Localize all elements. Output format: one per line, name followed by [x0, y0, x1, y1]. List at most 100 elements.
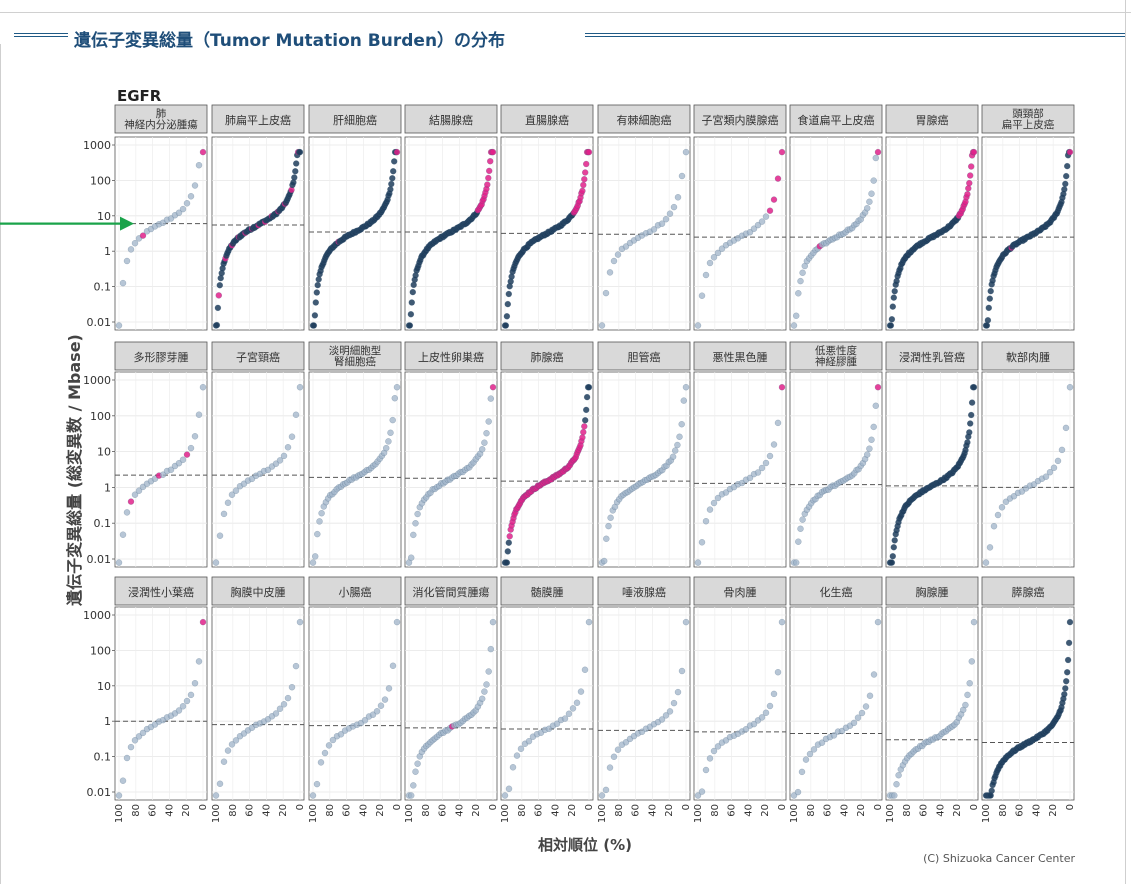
x-tick-label: 80	[325, 804, 336, 817]
data-point	[381, 696, 389, 703]
x-tick-label: 0	[777, 804, 788, 810]
data-point	[175, 209, 183, 217]
data-point	[389, 662, 397, 670]
facet-label: 胃腺癌	[916, 113, 949, 127]
data-point	[863, 451, 871, 458]
data-point	[288, 683, 296, 691]
data-point	[127, 498, 135, 505]
data-point	[569, 705, 577, 712]
y-tick-label: 100	[90, 174, 111, 187]
data-point	[313, 780, 321, 788]
data-point	[790, 322, 798, 329]
data-point	[610, 753, 618, 761]
data-point	[598, 792, 606, 799]
data-point	[581, 175, 588, 183]
data-point	[698, 539, 706, 546]
data-point	[280, 452, 288, 460]
data-point	[191, 182, 199, 189]
data-point	[792, 312, 800, 320]
data-point	[224, 499, 232, 507]
data-point	[662, 712, 670, 719]
data-point	[517, 745, 525, 753]
data-point	[766, 702, 774, 710]
top-border	[0, 12, 1131, 13]
data-point	[614, 746, 622, 753]
data-point	[887, 322, 895, 329]
facet-strip	[789, 104, 883, 134]
data-point	[509, 764, 517, 771]
data-point	[967, 163, 975, 170]
data-point	[964, 439, 971, 446]
data-point	[968, 399, 976, 406]
data-point	[966, 429, 973, 436]
x-tick-label: 40	[1031, 804, 1042, 817]
data-point	[1062, 677, 1070, 685]
data-point	[387, 186, 394, 193]
data-point	[670, 203, 678, 211]
facet-strip	[308, 341, 402, 371]
data-point	[316, 518, 323, 525]
data-point	[895, 771, 902, 779]
data-point	[868, 436, 875, 444]
facet-strip	[597, 576, 691, 606]
data-point	[407, 554, 415, 561]
facet-strip	[693, 576, 787, 606]
data-point	[240, 480, 248, 488]
data-point	[770, 441, 778, 448]
data-point	[610, 257, 618, 265]
data-point	[758, 464, 766, 472]
x-tick-label: 60	[342, 804, 353, 817]
data-point	[485, 174, 492, 182]
data-point	[671, 447, 679, 454]
x-tick-label: 80	[710, 804, 721, 817]
data-point	[968, 658, 976, 665]
x-tick-label: 20	[856, 804, 867, 817]
data-point	[1062, 424, 1070, 432]
data-point	[862, 703, 870, 710]
data-point	[393, 383, 401, 391]
data-point	[854, 714, 862, 721]
data-point	[1063, 162, 1071, 170]
data-point	[329, 736, 337, 744]
data-point	[818, 739, 826, 746]
y-tick-label: 0.1	[94, 281, 112, 294]
data-point	[694, 322, 702, 329]
data-point	[674, 194, 682, 201]
left-border	[0, 44, 1, 884]
data-point	[179, 456, 187, 464]
data-point	[272, 460, 280, 467]
x-tick-label: 60	[245, 804, 256, 817]
data-point	[585, 618, 593, 626]
data-point	[750, 225, 758, 232]
data-point	[485, 668, 492, 675]
x-tick-label: 20	[375, 804, 386, 817]
data-point	[790, 792, 798, 799]
x-tick-label: 80	[998, 804, 1009, 817]
data-point	[680, 397, 688, 404]
facet-label: 浸潤性小葉癌	[128, 585, 194, 599]
x-tick-label: 60	[1015, 804, 1026, 817]
facet-strip	[789, 576, 883, 606]
facet-label: 結腸腺癌	[429, 113, 473, 127]
data-point	[581, 417, 589, 424]
data-point	[674, 441, 681, 449]
facet-strip	[500, 341, 594, 371]
data-point	[762, 709, 770, 717]
facet-label: 神経膠腫	[815, 355, 857, 368]
data-point	[792, 559, 800, 566]
data-point	[232, 487, 240, 494]
data-point	[264, 466, 272, 474]
data-point	[314, 530, 321, 538]
data-point	[501, 792, 509, 799]
data-point	[115, 559, 123, 566]
data-point	[187, 193, 195, 200]
data-point	[888, 316, 896, 323]
data-point	[694, 559, 702, 566]
x-axis-label: 相対順位 (%)	[538, 836, 632, 854]
data-point	[321, 749, 329, 757]
data-point	[870, 423, 877, 431]
data-point	[573, 699, 581, 707]
data-point	[706, 259, 714, 267]
data-point	[874, 383, 882, 391]
data-point	[505, 290, 513, 298]
